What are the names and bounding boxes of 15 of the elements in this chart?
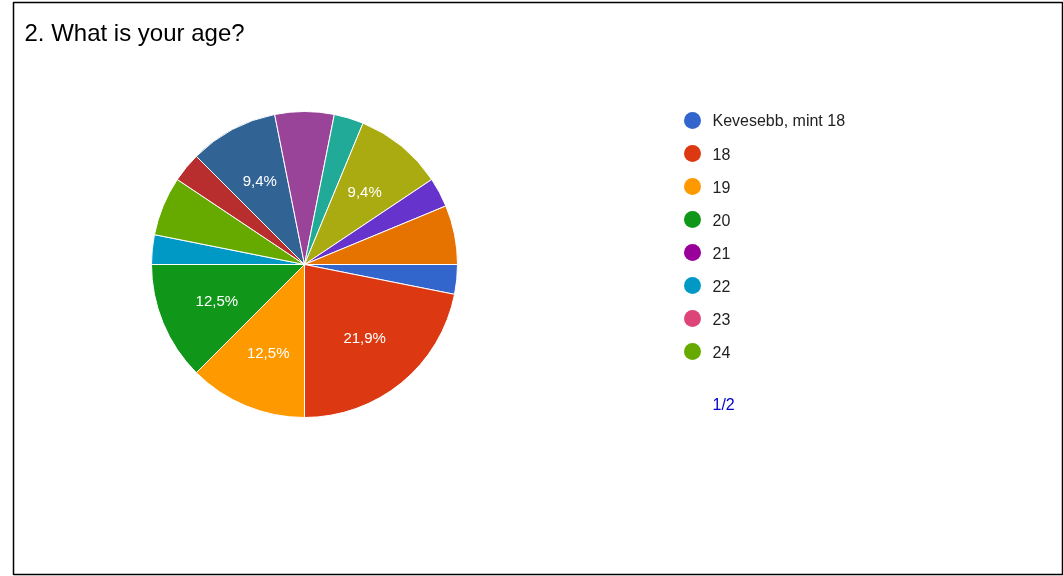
data-label: 12,5% — [195, 292, 239, 310]
legend-label: 23 — [712, 310, 731, 328]
legend-label: 21 — [712, 244, 731, 262]
legend-label: Kevesebb, mint 18 — [712, 112, 846, 129]
data-label: 9,4% — [347, 182, 382, 200]
legend-label: 24 — [712, 343, 731, 361]
data-label: 21,9% — [343, 329, 386, 347]
data-label: 9,4% — [242, 172, 277, 190]
chart-title: 2. What is your age? — [24, 19, 245, 46]
legend-label: 22 — [712, 277, 731, 295]
legend-label: 18 — [712, 145, 731, 163]
data-label: 12,5% — [246, 343, 290, 361]
text: 1/2 — [712, 396, 735, 413]
legend-label: 20 — [712, 211, 731, 229]
legend-label: 19 — [712, 178, 731, 196]
